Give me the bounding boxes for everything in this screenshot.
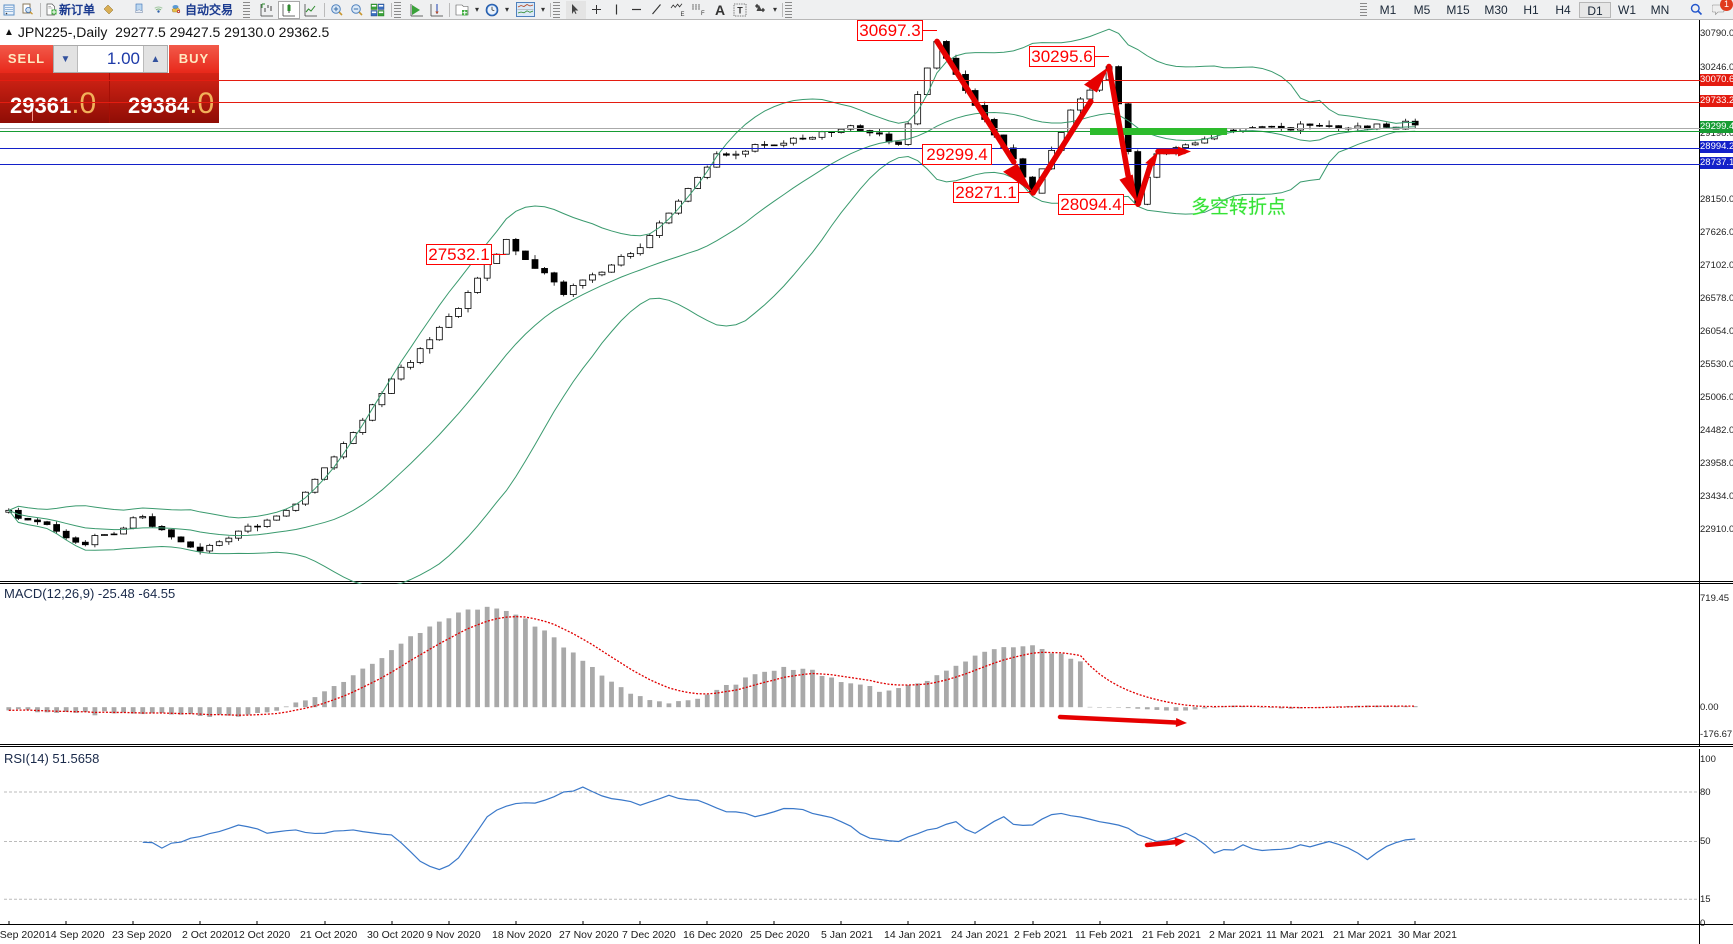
svg-text:E: E xyxy=(680,12,684,17)
svg-text:T: T xyxy=(737,5,743,15)
svg-text:F: F xyxy=(701,11,705,16)
